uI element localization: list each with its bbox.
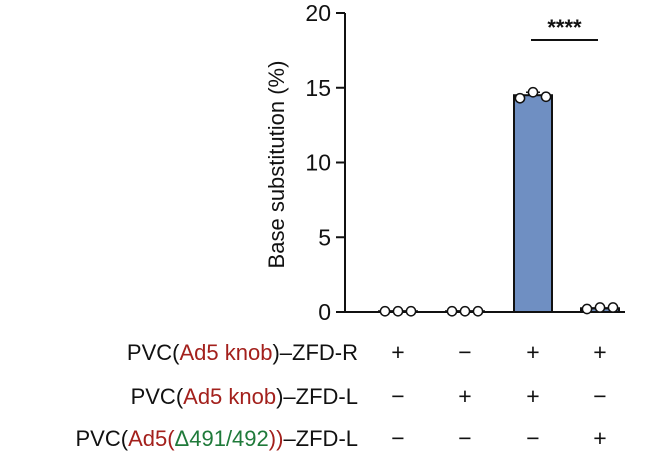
condition-label-part: –ZFD-L [283,426,358,451]
condition-sign: + [526,339,540,365]
y-tick-label: 0 [318,299,331,325]
condition-sign: + [593,339,607,365]
condition-sign: − [391,425,405,451]
condition-label-part: PVC( [126,340,180,365]
condition-sign: − [458,339,472,365]
condition-sign: − [526,425,540,451]
data-point [527,86,539,98]
data-point [607,302,619,313]
condition-label-part: Δ491/492 [174,426,269,451]
condition-sign: + [458,383,472,409]
condition-label-part: )–ZFD-R [272,340,358,365]
condition-label-part: )) [268,426,284,451]
y-tick-label: 5 [318,224,331,250]
condition-label-part: )–ZFD-L [276,384,358,409]
condition-sign: − [458,425,472,451]
y-tick-label: 10 [305,150,331,176]
condition-sign: + [526,383,540,409]
data-point [446,305,458,317]
condition-label-part: PVC( [130,384,184,409]
y-tick-label: 20 [305,0,331,26]
data-point [472,305,484,317]
data-point [594,302,606,313]
data-point [379,305,391,317]
bar-chart: 0 5 10 15 20 Base substitution (%) **** [264,0,625,325]
condition-label-part: Ad5 knob [179,340,273,365]
data-point [459,305,471,317]
condition-sign: − [391,383,405,409]
y-tick-label: 15 [305,75,331,101]
condition-sign: + [391,339,405,365]
significance-label: **** [547,15,582,40]
condition-label-part: Ad5 knob [183,384,277,409]
data-point [540,91,552,103]
condition-label: PVC(Ad5 knob)–ZFD-L [131,384,358,410]
condition-sign: − [593,383,607,409]
condition-label: PVC(Ad5 knob)–ZFD-R [127,340,358,366]
condition-label-part: PVC( [75,426,129,451]
condition-sign: + [593,425,607,451]
data-point [405,305,417,317]
bar [513,94,553,313]
y-axis-label: Base substitution (%) [264,61,289,269]
data-point [514,92,526,104]
data-point [392,305,404,317]
condition-label: PVC(Ad5(Δ491/492))–ZFD-L [76,426,359,452]
data-point [581,303,593,315]
condition-label-part: Ad5( [128,426,175,451]
